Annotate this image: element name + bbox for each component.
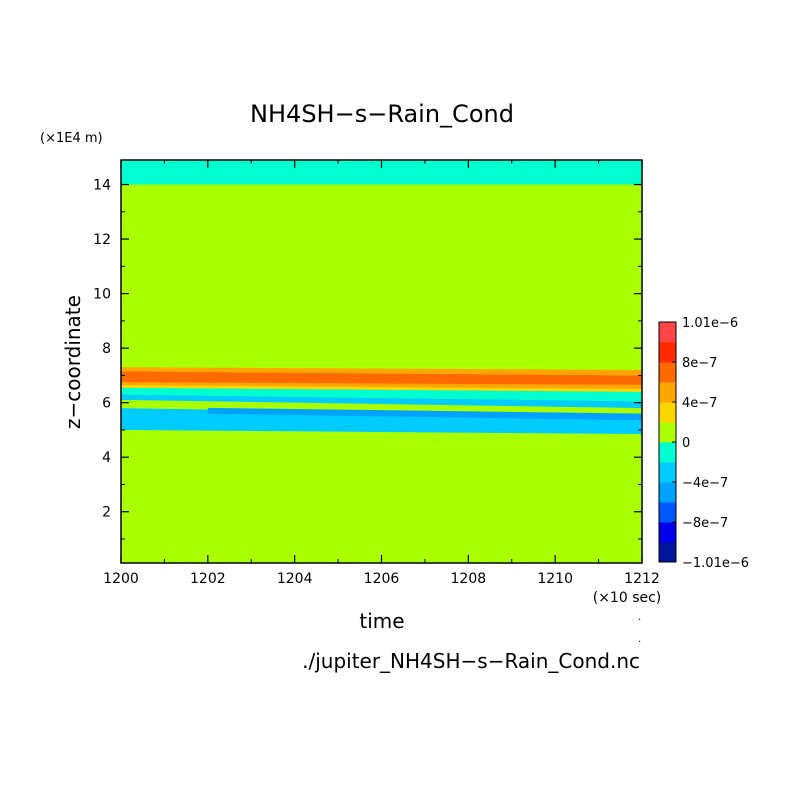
colorbar-segment <box>659 542 676 563</box>
contour-background <box>121 160 642 563</box>
colorbar-tick-label: −4e−7 <box>682 476 728 491</box>
y-tick-label: 2 <box>102 505 111 521</box>
y-axis-label: z−coordinate <box>61 295 85 429</box>
x-tick-label: 1204 <box>277 571 313 587</box>
colorbar-segment <box>659 522 676 543</box>
colorbar-segment <box>659 342 676 363</box>
x-tick-label: 1206 <box>364 571 400 587</box>
contour-band-top-layer <box>121 160 642 185</box>
contour-band-red-orange <box>121 371 642 385</box>
colorbar-tick-label: 4e−7 <box>682 396 717 411</box>
colorbar-segment <box>659 442 676 463</box>
colorbar-segment <box>659 362 676 383</box>
x-tick-label: 1208 <box>451 571 487 587</box>
dot-mark: . <box>638 612 641 623</box>
y-unit-label: (×1E4 m) <box>40 131 103 146</box>
y-axis: 2 4 6 8 10 12 14 <box>93 178 642 540</box>
colorbar-tick-label: 1.01e−6 <box>682 316 738 331</box>
contour-band-light-blue-upper <box>121 394 642 409</box>
y-tick-label: 14 <box>93 178 111 194</box>
colorbar-segment <box>659 422 676 443</box>
x-axis-label: time <box>359 609 404 633</box>
y-tick-label: 4 <box>102 450 111 466</box>
x-axis: 1200 1202 1204 1206 1208 1210 1212 <box>103 160 660 587</box>
colorbar-segment <box>659 482 676 503</box>
colorbar-tick-label: −8e−7 <box>682 516 728 531</box>
colorbar-segment <box>659 402 676 423</box>
y-tick-label: 12 <box>93 232 111 248</box>
y-tick-label: 10 <box>93 287 111 303</box>
x-tick-label: 1202 <box>190 571 226 587</box>
colorbar-tick-label: −1.01e−6 <box>682 556 749 571</box>
contour-band-blue-core <box>207 407 643 421</box>
contour-band-yellow <box>121 384 642 392</box>
chart-title: NH4SH−s−Rain_Cond <box>250 100 514 128</box>
colorbar-tick-label: 0 <box>682 436 690 451</box>
x-unit-label: (×10 sec) <box>593 590 662 606</box>
source-file-label: ./jupiter_NH4SH−s−Rain_Cond.nc <box>302 649 640 673</box>
contour-band-top-orange <box>121 367 642 376</box>
colorbar-tick-label: 8e−7 <box>682 356 717 371</box>
y-tick-label: 6 <box>102 396 111 412</box>
x-tick-label: 1200 <box>103 571 139 587</box>
colorbar-segment <box>659 322 676 343</box>
colorbar: 1.01e−6 8e−7 4e−7 0 −4e−7 −8e−7 −1.01e−6 <box>658 316 749 571</box>
colorbar-segment <box>659 462 676 483</box>
x-tick-label: 1210 <box>537 571 573 587</box>
plot-area <box>120 159 643 564</box>
colorbar-segment <box>659 382 676 403</box>
colorbar-segment <box>659 502 676 523</box>
contour-band-orange <box>121 382 642 390</box>
x-tick-label: 1212 <box>624 571 660 587</box>
dot-mark: . <box>638 634 641 645</box>
y-tick-label: 8 <box>102 341 111 357</box>
contour-band-cyan-upper <box>121 387 642 402</box>
